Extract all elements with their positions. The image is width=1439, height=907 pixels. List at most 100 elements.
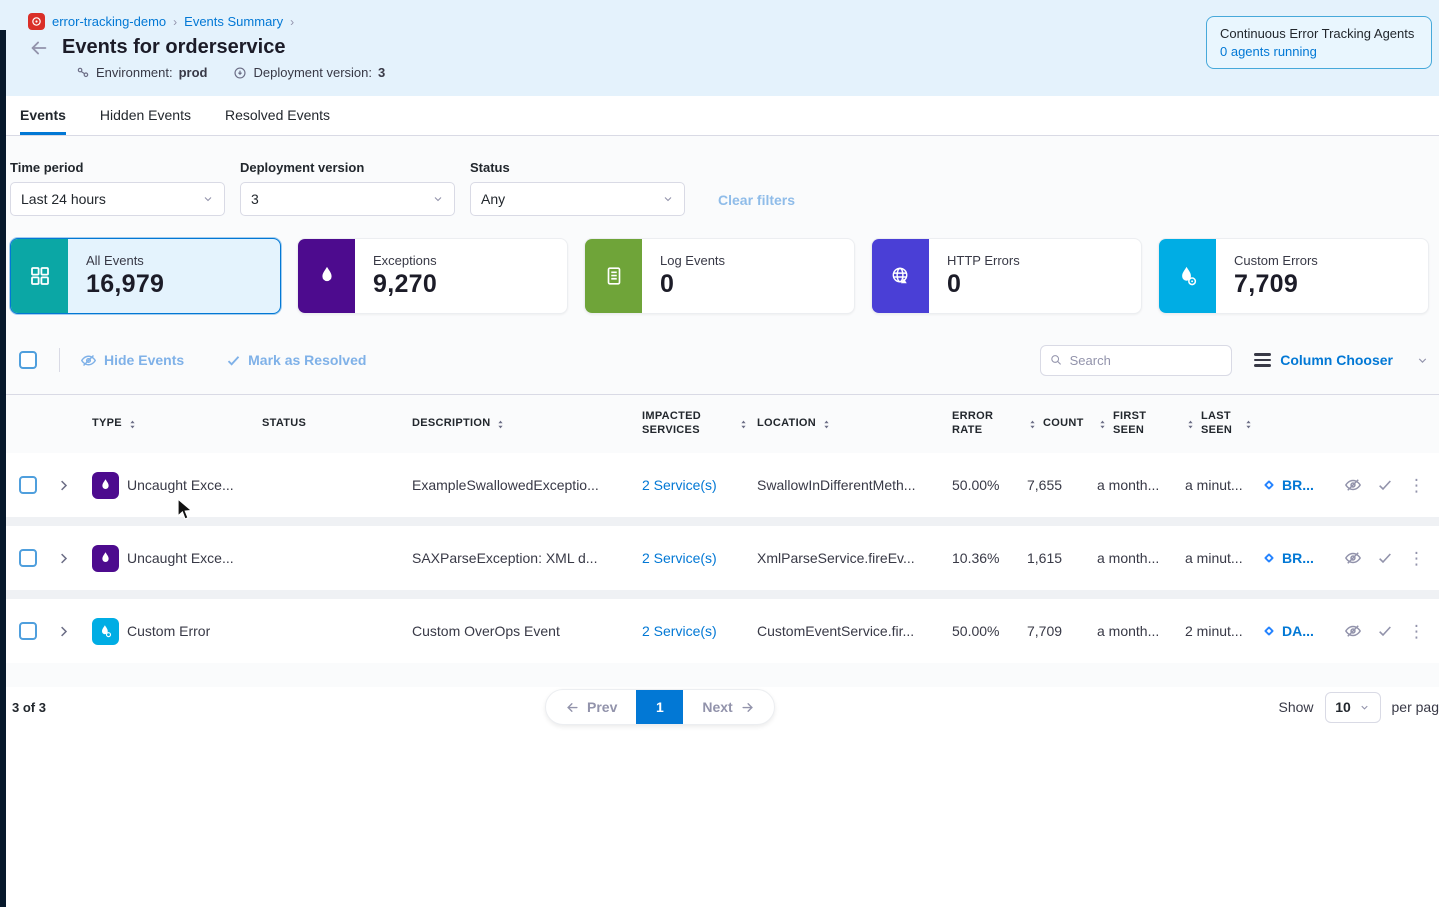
stat-cards: All Events 16,979 Exceptions 9,270 Log E… <box>0 238 1439 314</box>
ticket-link[interactable]: DA... <box>1262 623 1314 639</box>
resolve-event-icon[interactable] <box>1377 550 1393 566</box>
search-icon <box>1051 355 1062 365</box>
column-header-last-seen[interactable]: Last Seen <box>1185 410 1262 438</box>
table-header-row: Type Status Description Impacted Service… <box>0 395 1439 453</box>
arrow-right-icon <box>742 702 753 712</box>
custom-flame-icon <box>1182 266 1197 285</box>
row-menu-icon[interactable]: ⋮ <box>1408 475 1425 495</box>
select-all-checkbox[interactable] <box>19 351 37 369</box>
flame-icon <box>321 266 332 282</box>
page-title: Events for orderservice <box>62 36 286 58</box>
card-exceptions[interactable]: Exceptions 9,270 <box>297 238 568 314</box>
environment-value: prod <box>178 65 208 80</box>
first-seen: a month... <box>1097 477 1160 493</box>
mark-resolved-button[interactable]: Mark as Resolved <box>226 352 366 368</box>
main-content: Time period Last 24 hours Deployment ver… <box>0 136 1439 727</box>
row-checkbox[interactable] <box>19 622 37 640</box>
card-label: All Events <box>86 253 144 268</box>
column-header-impacted-services[interactable]: Impacted Services <box>642 410 757 438</box>
hide-event-icon[interactable] <box>1344 476 1362 494</box>
status-label: Status <box>470 160 510 175</box>
card-value: 0 <box>947 270 962 298</box>
event-count: 1,615 <box>1027 550 1063 566</box>
back-arrow-icon[interactable] <box>28 37 50 59</box>
hide-event-icon[interactable] <box>1344 549 1362 567</box>
event-location: XmlParseService.fireEv... <box>757 550 915 566</box>
page-number-button[interactable]: 1 <box>636 690 684 724</box>
tab-hidden-events[interactable]: Hidden Events <box>99 107 191 123</box>
card-log-events[interactable]: Log Events 0 <box>584 238 855 314</box>
search-box <box>1040 344 1233 376</box>
agents-running-link[interactable]: 0 agents running <box>1220 44 1317 59</box>
collapsed-nav-edge[interactable] <box>0 30 6 907</box>
result-count: 3 of 3 <box>12 699 46 715</box>
page-header: error-tracking-demo › Events Summary › E… <box>0 0 1439 96</box>
status-select[interactable]: Any <box>470 182 685 216</box>
column-header-description[interactable]: Description <box>412 417 642 431</box>
eye-slash-icon <box>80 354 97 366</box>
breadcrumb-section-link[interactable]: Events Summary <box>184 14 284 29</box>
deployment-version-select[interactable]: 3 <box>240 182 455 216</box>
tab-events[interactable]: Events <box>20 96 66 135</box>
log-icon <box>607 267 620 285</box>
column-header-count[interactable]: Count <box>1027 417 1097 431</box>
error-tracking-logo-icon <box>28 13 45 30</box>
agents-card-title: Continuous Error Tracking Agents <box>1220 26 1415 41</box>
column-header-location[interactable]: Location <box>757 417 952 431</box>
clear-filters-link[interactable]: Clear filters <box>718 192 796 208</box>
card-http-errors[interactable]: HTTP Errors 0 <box>871 238 1142 314</box>
row-menu-icon[interactable]: ⋮ <box>1408 621 1425 641</box>
column-header-status[interactable]: Status <box>262 417 307 430</box>
toolbar-divider <box>59 348 60 372</box>
column-chooser-label: Column Chooser <box>1280 352 1393 368</box>
mark-resolved-label: Mark as Resolved <box>248 352 367 368</box>
row-menu-icon[interactable]: ⋮ <box>1408 548 1425 568</box>
hide-event-icon[interactable] <box>1344 622 1362 640</box>
time-period-select[interactable]: Last 24 hours <box>10 182 225 216</box>
error-rate: 50.00% <box>952 623 1000 639</box>
row-expander-icon[interactable] <box>56 624 71 639</box>
breadcrumb-project-link[interactable]: error-tracking-demo <box>52 14 167 29</box>
impacted-services-link[interactable]: 2 Service(s) <box>642 477 717 493</box>
card-custom-errors[interactable]: Custom Errors 7,709 <box>1158 238 1429 314</box>
card-value: 16,979 <box>86 270 165 298</box>
hamburger-icon <box>1254 353 1272 367</box>
deployment-meta: Deployment version: 3 <box>233 65 385 80</box>
impacted-services-link[interactable]: 2 Service(s) <box>642 550 717 566</box>
event-type: Custom Error <box>127 623 211 639</box>
hide-events-button[interactable]: Hide Events <box>80 352 184 369</box>
column-header-first-seen[interactable]: First Seen <box>1097 410 1185 438</box>
row-expander-icon[interactable] <box>56 551 71 566</box>
event-count: 7,709 <box>1027 623 1063 639</box>
ticket-link[interactable]: BR... <box>1262 550 1314 566</box>
event-description: Custom OverOps Event <box>412 623 560 639</box>
error-rate: 10.36% <box>952 550 1000 566</box>
card-label: Log Events <box>660 253 726 268</box>
impacted-services-link[interactable]: 2 Service(s) <box>642 623 717 639</box>
breadcrumb: error-tracking-demo › Events Summary › <box>28 13 1429 30</box>
card-all-events[interactable]: All Events 16,979 <box>10 238 281 314</box>
table-footer: 3 of 3 Prev 1 Next Show 10 per pag <box>0 687 1439 727</box>
resolve-event-icon[interactable] <box>1377 623 1393 639</box>
sort-icon <box>1030 420 1035 428</box>
chevron-down-icon <box>1416 354 1429 367</box>
per-page-label: per pag <box>1391 699 1439 715</box>
ticket-link[interactable]: BR... <box>1262 477 1314 493</box>
tab-resolved-events[interactable]: Resolved Events <box>224 107 331 123</box>
search-input[interactable] <box>1069 352 1223 368</box>
row-expander-icon[interactable] <box>56 478 71 493</box>
next-page-button[interactable]: Next <box>683 690 773 724</box>
page-size-select[interactable]: 10 <box>1324 691 1381 723</box>
row-checkbox[interactable] <box>19 549 37 567</box>
column-header-error-rate[interactable]: Error Rate <box>952 410 994 436</box>
column-chooser-button[interactable]: Column Chooser <box>1254 352 1429 368</box>
first-seen: a month... <box>1097 623 1160 639</box>
prev-page-button[interactable]: Prev <box>546 690 636 724</box>
resolve-event-icon[interactable] <box>1377 477 1393 493</box>
card-label: Exceptions <box>373 253 437 268</box>
sort-icon <box>824 420 829 428</box>
card-value: 0 <box>660 270 675 298</box>
table-toolbar: Hide Events Mark as Resolved Column Choo… <box>0 340 1439 380</box>
column-header-type[interactable]: Type <box>92 417 262 431</box>
row-checkbox[interactable] <box>19 476 37 494</box>
